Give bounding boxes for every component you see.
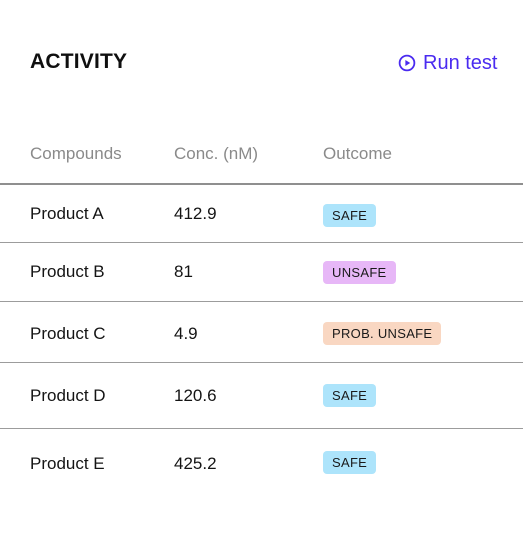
table-row: Product C 4.9 PROB. UNSAFE	[0, 302, 523, 363]
column-header-concentration: Conc. (nM)	[174, 144, 259, 163]
compound-name: Product A	[30, 204, 104, 223]
compound-name: Product B	[30, 262, 105, 281]
play-circle-icon	[398, 54, 416, 72]
compound-name: Product E	[30, 454, 105, 473]
table-row: Product A 412.9 SAFE	[0, 185, 523, 243]
concentration-value: 4.9	[174, 324, 198, 343]
compound-name: Product D	[30, 386, 106, 405]
activity-table: Compounds Conc. (nM) Outcome Product A 4…	[0, 125, 523, 499]
page-title: ACTIVITY	[30, 50, 128, 73]
run-test-label: Run test	[423, 51, 498, 74]
run-test-button[interactable]: Run test	[398, 50, 497, 76]
table-row: Product D 120.6 SAFE	[0, 363, 523, 429]
concentration-value: 120.6	[174, 386, 217, 405]
compound-name: Product C	[30, 324, 106, 343]
table-row: Product B 81 UNSAFE	[0, 243, 523, 302]
outcome-badge: SAFE	[323, 204, 377, 227]
table-row: Product E 425.2 SAFE	[0, 429, 523, 499]
concentration-value: 412.9	[174, 204, 217, 223]
activity-header: ACTIVITY Run test	[0, 0, 523, 125]
outcome-badge: SAFE	[323, 451, 377, 474]
concentration-value: 425.2	[174, 454, 217, 473]
outcome-badge: UNSAFE	[323, 261, 396, 284]
column-header-compounds: Compounds	[30, 144, 122, 163]
table-header: Compounds Conc. (nM) Outcome	[0, 125, 523, 185]
outcome-badge: PROB. UNSAFE	[323, 322, 442, 345]
concentration-value: 81	[174, 262, 193, 281]
outcome-badge: SAFE	[323, 384, 377, 407]
column-header-outcome: Outcome	[323, 144, 392, 163]
